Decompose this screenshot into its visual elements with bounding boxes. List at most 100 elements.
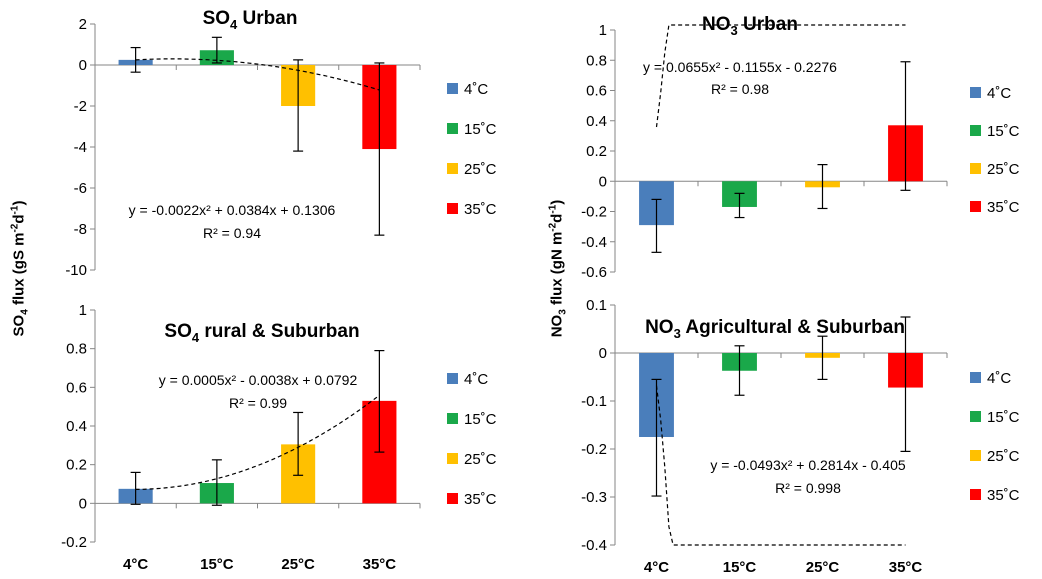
y-tick-label: 2 (79, 16, 87, 33)
legend-label: 35˚C (987, 199, 1020, 216)
y-tick-label: 0.1 (586, 297, 607, 314)
legend-swatch (970, 411, 981, 422)
y-tick-label: 0.4 (66, 418, 87, 435)
chart-title-main: NO (702, 14, 731, 35)
trendline (655, 24, 906, 128)
y-tick-label: 1 (79, 302, 87, 319)
trendline (655, 385, 906, 546)
chart-title-rest: rural & Suburban (199, 321, 359, 342)
y-tick-label: 0.6 (586, 83, 607, 100)
legend-label: 25˚C (987, 448, 1020, 465)
chart-title-rest: Urban (738, 14, 798, 35)
chart-no3-urban: -0.6 -0.4 -0.2 0 0.2 0.4 0.6 0.8 1 NO3 Urban y = 0… (581, 14, 1020, 281)
legend-swatch (447, 83, 458, 94)
y-tick-label: 0.4 (586, 113, 607, 130)
legend-label: 35˚C (464, 491, 497, 508)
x-tick-label: 35°C (363, 556, 397, 573)
legend-label: 15˚C (464, 121, 497, 138)
legend-label: 35˚C (987, 487, 1020, 504)
y-tick-label: -0.6 (581, 264, 607, 281)
chart-title: SO4 Urban (203, 8, 298, 32)
chart-title: NO3 Urban (702, 14, 798, 38)
legend-label: 4˚C (987, 370, 1011, 387)
legend-label: 25˚C (464, 161, 497, 178)
x-tick-label: 4°C (644, 559, 669, 576)
y-tick-label: 1 (599, 22, 607, 39)
y-tick-label: 0.2 (586, 143, 607, 160)
y-tick-label: -0.2 (581, 204, 607, 221)
y-tick-label: -0.1 (581, 393, 607, 410)
chart-title-main: SO (203, 8, 230, 29)
trendline-equation: y = -0.0493x² + 0.2814x - 0.405 (710, 457, 906, 473)
legend-swatch (447, 203, 458, 214)
trendline-equation: y = 0.0005x² - 0.0038x + 0.0792 (159, 372, 358, 388)
trendline-r2: R² = 0.99 (229, 395, 287, 411)
chart-title-rest: Agricultural & Suburban (681, 317, 905, 338)
chart-so4-urban: -10 -8 -6 -4 -2 0 2 SO4 Urban y = -0.0022x² + 0.… (65, 8, 497, 279)
legend-swatch (970, 201, 981, 212)
legend-label: 15˚C (464, 411, 497, 428)
legend-swatch (970, 489, 981, 500)
trendline-equation: y = 0.0655x² - 0.1155x - 0.2276 (643, 59, 837, 75)
chart-title: NO3 Agricultural & Suburban (645, 317, 905, 341)
legend-label: 35˚C (464, 201, 497, 218)
y-tick-label: -4 (74, 139, 87, 156)
trendline (135, 58, 380, 91)
y-tick-label: 0 (599, 173, 607, 190)
legend-swatch (447, 453, 458, 464)
x-tick-label: 35°C (889, 559, 923, 576)
trendline-r2: R² = 0.98 (711, 81, 769, 97)
y-tick-label: -8 (74, 221, 87, 238)
legend-label: 25˚C (987, 161, 1020, 178)
trendline-r2: R² = 0.998 (775, 480, 841, 496)
chart-title-main: NO (645, 317, 674, 338)
y-tick-label: -10 (65, 262, 87, 279)
y-tick-label: -0.4 (581, 234, 607, 251)
chart-no3-agricultural-suburban: -0.4 -0.3 -0.2 -0.1 0 0.1 NO3 Agricultural & S… (581, 297, 1020, 576)
chart-title-subscript: 4 (192, 330, 200, 345)
legend-label: 25˚C (464, 451, 497, 468)
y-tick-label: -0.3 (581, 489, 607, 506)
y-tick-label: 0.6 (66, 379, 87, 396)
y-tick-label: 0 (79, 495, 87, 512)
y-tick-label: 0.8 (586, 52, 607, 69)
chart-title-subscript: 3 (674, 326, 681, 341)
y-tick-label: -2 (74, 98, 87, 115)
legend-swatch (447, 413, 458, 424)
y-tick-label: 0.2 (66, 457, 87, 474)
chart-title-subscript: 3 (731, 23, 738, 38)
trendline-r2: R² = 0.94 (203, 225, 261, 241)
legend-swatch (447, 493, 458, 504)
legend-swatch (447, 163, 458, 174)
legend-swatch (447, 373, 458, 384)
legend-label: 15˚C (987, 409, 1020, 426)
x-tick-label: 25°C (281, 556, 315, 573)
legend-swatch (970, 450, 981, 461)
legend-swatch (970, 125, 981, 136)
y-tick-label: 0 (599, 345, 607, 362)
y-tick-label: 0 (79, 57, 87, 74)
legend-label: 4˚C (464, 371, 488, 388)
x-tick-label: 25°C (806, 559, 840, 576)
legend-label: 4˚C (464, 81, 488, 98)
x-tick-label: 15°C (200, 556, 234, 573)
y-tick-label: -6 (74, 180, 87, 197)
chart-so4-rural-suburban: -0.2 0 0.2 0.4 0.6 0.8 1 SO4 rural & Suburban y … (61, 302, 497, 573)
y-tick-label: -0.2 (61, 534, 87, 551)
chart-title: SO4 rural & Suburban (164, 321, 359, 345)
legend-swatch (970, 372, 981, 383)
legend-swatch (970, 87, 981, 98)
legend-label: 15˚C (987, 123, 1020, 140)
trendline-equation: y = -0.0022x² + 0.0384x + 0.1306 (129, 202, 336, 218)
x-tick-label: 15°C (723, 559, 757, 576)
legend-swatch (447, 123, 458, 134)
x-tick-label: 4°C (123, 556, 148, 573)
y-tick-label: -0.2 (581, 441, 607, 458)
chart-title-rest: Urban (237, 8, 297, 29)
chart-title-subscript: 4 (230, 17, 238, 32)
chart-title-main: SO (164, 321, 191, 342)
y-tick-label: -0.4 (581, 537, 607, 554)
legend-swatch (970, 163, 981, 174)
legend-label: 4˚C (987, 85, 1011, 102)
